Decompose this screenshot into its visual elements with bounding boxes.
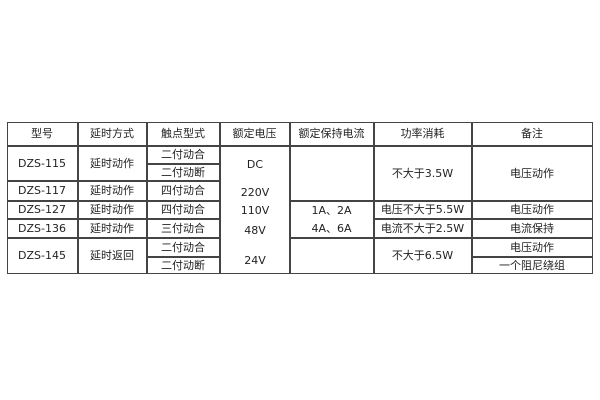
header-delay-mode: 延时方式 [77,121,147,146]
remark-cell: 电压动作 [471,145,593,201]
delay-mode-cell: 延时动作 [77,218,147,238]
holding-current-value: 4A、6A [311,221,352,235]
voltage-48v: 48V [244,224,266,237]
voltage-24v: 24V [244,254,266,267]
delay-mode-cell: 延时动作 [77,145,147,181]
model-cell: DZS-145 [6,237,78,274]
power-cell: 不大于3.5W [373,145,472,201]
holding-current-cell: 1A、2A 4A、6A [289,200,374,238]
header-power: 功率消耗 [373,121,472,146]
rated-voltage-cell [219,145,290,274]
holding-current-cell [289,145,374,201]
contact-cell: 二付动合 [146,237,220,257]
header-rated-voltage: 额定电压 [219,121,290,146]
power-cell: 电压不大于5.5W [373,200,472,219]
delay-mode-cell: 延时动作 [77,180,147,201]
delay-mode-cell: 延时返回 [77,237,147,274]
model-cell: DZS-136 [6,218,78,238]
remark-cell: 一个阻尼绕组 [471,256,593,274]
header-remarks: 备注 [471,121,593,146]
contact-cell: 四付动合 [146,180,220,201]
header-holding-current: 额定保持电流 [289,121,374,146]
remark-cell: 电压动作 [471,200,593,219]
remark-cell: 电流保持 [471,218,593,238]
power-cell: 电流不大于2.5W [373,218,472,238]
contact-cell: 二付动断 [146,256,220,274]
delay-mode-cell: 延时动作 [77,200,147,219]
voltage-dc: DC [246,158,264,171]
header-model: 型号 [6,121,78,146]
model-cell: DZS-127 [6,200,78,219]
model-cell: DZS-117 [6,180,78,201]
voltage-110v: 110V [240,204,270,217]
voltage-220v: 220V [240,186,270,199]
power-cell: 不大于6.5W [373,237,472,274]
model-cell: DZS-115 [6,145,78,181]
remark-cell: 电压动作 [471,237,593,257]
header-contact-type: 触点型式 [146,121,220,146]
contact-cell: 三付动合 [146,218,220,238]
contact-cell: 四付动合 [146,200,220,219]
contact-cell: 二付动合 [146,145,220,164]
holding-current-value: 1A、2A [311,203,352,217]
contact-cell: 二付动断 [146,163,220,181]
holding-current-cell [289,237,374,274]
